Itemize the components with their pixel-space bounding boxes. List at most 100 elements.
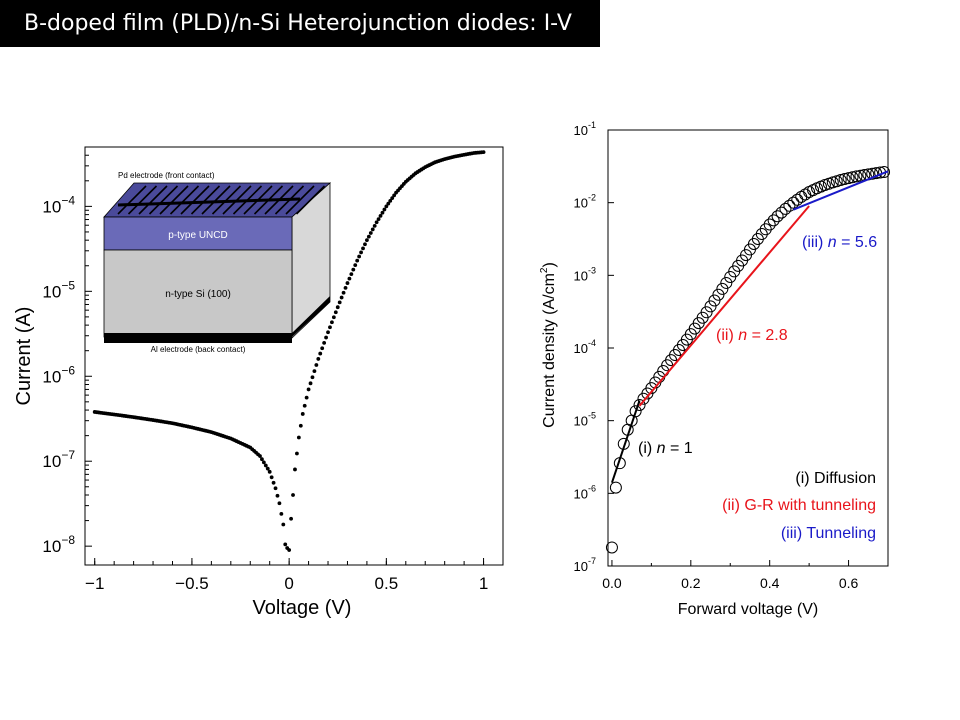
left-data-point	[326, 330, 330, 335]
left-data-point	[359, 250, 363, 255]
inset-front-contact-label: Pd electrode (front contact)	[118, 171, 215, 180]
left-data-point	[306, 387, 311, 392]
left-data-point	[355, 258, 360, 263]
pd-bus-bar	[117, 197, 301, 207]
left-data-point	[322, 341, 327, 345]
pd-finger-line	[169, 185, 200, 215]
left-data-point	[304, 395, 309, 400]
left-data-point	[384, 204, 389, 209]
left-data-point	[331, 315, 336, 320]
left-data-point	[295, 451, 299, 456]
left-data-point	[351, 267, 356, 272]
left-data-point	[363, 242, 367, 247]
pd-finger-line	[127, 185, 158, 215]
left-data-point	[339, 295, 344, 300]
left-data-point	[333, 310, 338, 315]
left-data-point	[349, 272, 354, 276]
left-data-point	[376, 217, 381, 221]
pd-finger-line	[190, 185, 221, 215]
left-data-point	[258, 454, 262, 458]
left-xtick-label: 0.5	[375, 574, 399, 593]
left-ylabel: Current (A)	[13, 307, 35, 406]
left-xlabel: Voltage (V)	[253, 597, 352, 619]
left-data-point	[263, 463, 268, 468]
left-data-point	[275, 493, 280, 498]
left-data-point	[267, 469, 272, 474]
left-data-point	[330, 320, 334, 325]
left-data-point	[308, 381, 313, 386]
left-data-point	[318, 351, 323, 356]
left-data-point	[366, 234, 371, 239]
inset-back-plate	[104, 337, 292, 343]
pd-finger-line	[201, 185, 231, 215]
left-data-point	[345, 281, 350, 285]
left-data-point	[380, 210, 385, 215]
left-data-point	[337, 300, 342, 305]
left-data-point	[372, 223, 377, 228]
left-data-point	[353, 263, 358, 267]
pd-finger-line	[138, 185, 168, 215]
left-data-point	[291, 493, 295, 497]
left-data-point	[265, 466, 270, 471]
left-data-point	[341, 290, 346, 295]
left-data-point	[314, 363, 319, 367]
left-data-point	[361, 246, 365, 251]
inset-si-label: n-type Si (100)	[165, 289, 231, 300]
pd-finger-line	[180, 185, 210, 215]
left-data-point	[320, 346, 325, 351]
left-data-point	[368, 231, 373, 235]
left-data-point	[343, 286, 348, 290]
device-inset: Pd electrode (front contact) p-type UNCD…	[103, 171, 332, 354]
left-data-point	[374, 220, 379, 225]
inset-back-contact-label: Al electrode (back contact)	[151, 345, 246, 354]
left-data-point	[312, 369, 317, 374]
left-data-point	[273, 486, 278, 491]
left-data-point	[310, 375, 315, 380]
left-data-point	[388, 198, 393, 203]
left-data-point	[481, 150, 486, 155]
left-data-point	[269, 475, 274, 480]
left-ytick-label: 10−5	[42, 278, 75, 301]
left-data-point	[298, 423, 303, 428]
left-data-point	[316, 357, 321, 361]
left-data-point	[296, 435, 301, 440]
left-data-point	[357, 254, 362, 259]
inset-uncd-label: p-type UNCD	[168, 230, 227, 241]
pd-finger-line	[159, 185, 189, 215]
left-data-point	[365, 238, 369, 243]
left-xtick-label: 0	[284, 574, 293, 593]
left-data-point	[279, 511, 284, 516]
left-ytick-label: 10−8	[42, 533, 75, 556]
left-data-point	[302, 403, 307, 408]
left-ytick-label: 10−4	[42, 193, 75, 216]
left-data-point	[378, 214, 383, 218]
left-xtick-label: −0.5	[175, 574, 209, 593]
left-data-point	[260, 457, 264, 462]
left-xtick-label: −1	[85, 574, 104, 593]
left-data-point	[281, 522, 286, 527]
left-data-point	[293, 467, 297, 472]
left-data-point	[335, 305, 340, 310]
left-data-point	[277, 501, 282, 506]
pd-finger-line	[295, 185, 326, 215]
left-data-point	[382, 207, 387, 212]
inset-si-layer	[103, 249, 293, 338]
left-data-point	[261, 460, 266, 465]
left-data-point	[370, 227, 375, 232]
left-data-point	[324, 335, 328, 340]
left-data-point	[289, 516, 293, 521]
left-data-point	[392, 193, 397, 198]
left-data-point	[287, 548, 292, 552]
left-data-point	[283, 542, 288, 547]
left-ytick-label: 10−7	[42, 448, 75, 471]
left-data-point	[347, 276, 352, 281]
left-ytick-label: 10−6	[42, 363, 75, 386]
left-data-point	[328, 325, 332, 330]
left-data-point	[300, 412, 305, 416]
pd-finger-line	[117, 185, 147, 215]
slide-title: B-doped film (PLD)/n-Si Heterojunction d…	[0, 0, 600, 47]
left-data-point	[271, 480, 276, 485]
left-data-point	[386, 201, 391, 206]
pd-finger-line	[148, 185, 179, 215]
